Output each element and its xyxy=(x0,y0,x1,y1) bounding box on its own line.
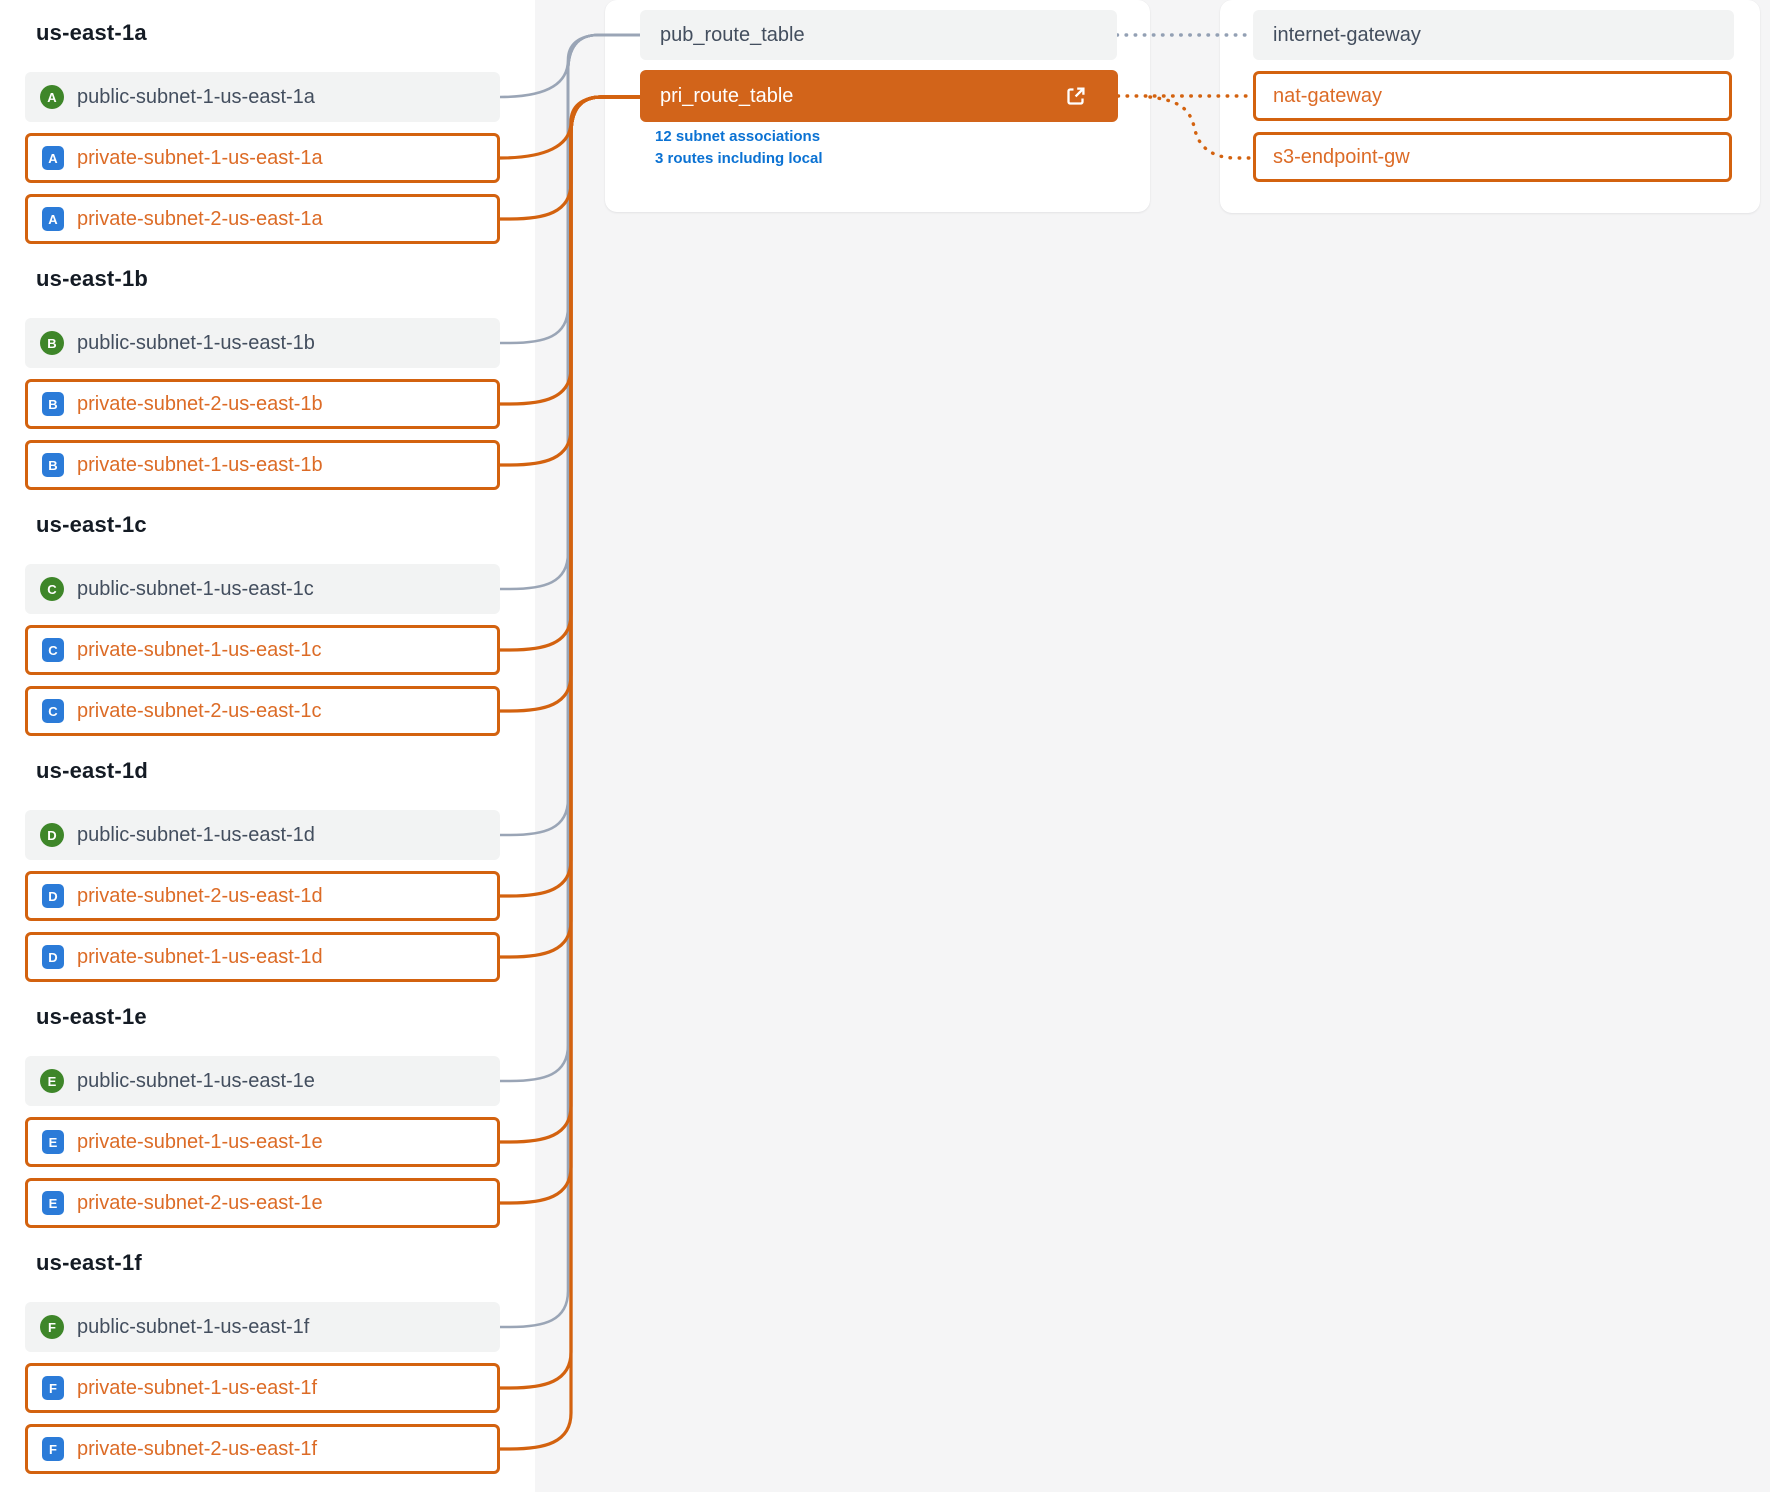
az-c-badge-icon: C xyxy=(40,577,64,601)
route-table-label: pub_route_table xyxy=(660,23,805,46)
subnet-item-private[interactable]: B private-subnet-1-us-east-1b xyxy=(25,440,500,490)
subnet-item-private[interactable]: C private-subnet-2-us-east-1c xyxy=(25,686,500,736)
az-group-us-east-1f: us-east-1f F public-subnet-1-us-east-1f … xyxy=(25,1230,500,1476)
subnet-label: private-subnet-2-us-east-1a xyxy=(77,207,323,230)
az-heading: us-east-1e xyxy=(36,1004,147,1029)
gateway-item-internet[interactable]: internet-gateway xyxy=(1253,10,1734,60)
subnet-item-public[interactable]: B public-subnet-1-us-east-1b xyxy=(25,318,500,368)
wire-pri-to-s3-endpoint xyxy=(1148,95,1255,160)
subnet-item-private[interactable]: D private-subnet-1-us-east-1d xyxy=(25,932,500,982)
wire-public-subnet-to-pub-route-table xyxy=(499,33,641,99)
az-f-badge-icon: F xyxy=(42,1437,64,1461)
subnet-item-private[interactable]: B private-subnet-2-us-east-1b xyxy=(25,379,500,429)
subnet-item-private[interactable]: F private-subnet-1-us-east-1f xyxy=(25,1363,500,1413)
az-group-us-east-1b: us-east-1b B public-subnet-1-us-east-1b … xyxy=(25,246,500,492)
gateway-label: nat-gateway xyxy=(1273,84,1382,107)
subnet-label: public-subnet-1-us-east-1c xyxy=(77,577,314,600)
wire-public-subnet-to-pub-route-table xyxy=(500,33,641,1329)
az-d-badge-icon: D xyxy=(40,823,64,847)
az-b-badge-icon: B xyxy=(40,331,64,355)
subnet-item-private[interactable]: D private-subnet-2-us-east-1d xyxy=(25,871,500,921)
subnet-label: public-subnet-1-us-east-1f xyxy=(77,1315,310,1338)
az-heading: us-east-1a xyxy=(36,20,147,45)
subnet-label: private-subnet-2-us-east-1c xyxy=(77,699,322,722)
gateway-item-s3-endpoint[interactable]: s3-endpoint-gw xyxy=(1253,132,1732,182)
wire-private-subnet-to-pri-route-table xyxy=(500,95,641,1451)
az-heading: us-east-1c xyxy=(36,512,147,537)
az-b-badge-icon: B xyxy=(42,392,64,416)
gateway-label: internet-gateway xyxy=(1273,23,1421,46)
subnet-label: private-subnet-2-us-east-1e xyxy=(77,1191,323,1214)
subnet-label: public-subnet-1-us-east-1e xyxy=(77,1069,315,1092)
gateway-label: s3-endpoint-gw xyxy=(1273,145,1410,168)
subnet-label: public-subnet-1-us-east-1b xyxy=(77,331,315,354)
az-group-us-east-1c: us-east-1c C public-subnet-1-us-east-1c … xyxy=(25,492,500,738)
az-c-badge-icon: C xyxy=(42,699,64,723)
resource-map-background xyxy=(535,0,1770,1492)
az-a-badge-icon: A xyxy=(42,207,64,231)
subnet-label: private-subnet-1-us-east-1b xyxy=(77,453,323,476)
subnet-item-public[interactable]: D public-subnet-1-us-east-1d xyxy=(25,810,500,860)
az-d-badge-icon: D xyxy=(42,945,64,969)
subnet-label: private-subnet-2-us-east-1d xyxy=(77,884,323,907)
gateway-item-nat[interactable]: nat-gateway xyxy=(1253,71,1732,121)
az-b-badge-icon: B xyxy=(42,453,64,477)
az-heading: us-east-1b xyxy=(36,266,149,291)
route-table-label: pri_route_table xyxy=(660,84,794,107)
subnet-label: private-subnet-1-us-east-1e xyxy=(77,1130,323,1153)
az-f-badge-icon: F xyxy=(40,1315,64,1339)
az-f-badge-icon: F xyxy=(42,1376,64,1400)
az-group-us-east-1a: us-east-1a A public-subnet-1-us-east-1a … xyxy=(25,0,500,246)
subnet-label: private-subnet-2-us-east-1b xyxy=(77,392,323,415)
external-link-icon[interactable] xyxy=(1064,84,1088,108)
az-d-badge-icon: D xyxy=(42,884,64,908)
az-group-us-east-1d: us-east-1d D public-subnet-1-us-east-1d … xyxy=(25,738,500,984)
az-group-us-east-1e: us-east-1e E public-subnet-1-us-east-1e … xyxy=(25,984,500,1230)
subnet-item-public[interactable]: F public-subnet-1-us-east-1f xyxy=(25,1302,500,1352)
subnet-item-private[interactable]: E private-subnet-1-us-east-1e xyxy=(25,1117,500,1167)
subnet-item-private[interactable]: A private-subnet-1-us-east-1a xyxy=(25,133,500,183)
route-table-item-pub[interactable]: pub_route_table xyxy=(640,10,1117,60)
subnet-label: private-subnet-1-us-east-1f xyxy=(77,1376,318,1399)
subnet-associations-link[interactable]: 12 subnet associations xyxy=(655,128,821,145)
az-a-badge-icon: A xyxy=(42,146,64,170)
az-c-badge-icon: C xyxy=(42,638,64,662)
subnet-label: public-subnet-1-us-east-1a xyxy=(77,85,315,108)
subnet-item-private[interactable]: A private-subnet-2-us-east-1a xyxy=(25,194,500,244)
subnet-item-private[interactable]: E private-subnet-2-us-east-1e xyxy=(25,1178,500,1228)
az-e-badge-icon: E xyxy=(42,1191,64,1215)
route-table-item-pri-selected[interactable]: pri_route_table xyxy=(640,70,1118,122)
az-e-badge-icon: E xyxy=(42,1130,64,1154)
subnet-item-public[interactable]: E public-subnet-1-us-east-1e xyxy=(25,1056,500,1106)
subnet-item-public[interactable]: A public-subnet-1-us-east-1a xyxy=(25,72,500,122)
subnet-label: public-subnet-1-us-east-1d xyxy=(77,823,315,846)
subnet-label: private-subnet-2-us-east-1f xyxy=(77,1437,318,1460)
subnet-label: private-subnet-1-us-east-1a xyxy=(77,146,323,169)
subnet-item-private[interactable]: C private-subnet-1-us-east-1c xyxy=(25,625,500,675)
subnet-item-public[interactable]: C public-subnet-1-us-east-1c xyxy=(25,564,500,614)
route-table-details: 12 subnet associations 3 routes includin… xyxy=(655,126,823,170)
routes-link[interactable]: 3 routes including local xyxy=(655,150,823,167)
az-a-badge-icon: A xyxy=(40,85,64,109)
az-heading: us-east-1f xyxy=(36,1250,142,1275)
subnet-item-private[interactable]: F private-subnet-2-us-east-1f xyxy=(25,1424,500,1474)
subnet-label: private-subnet-1-us-east-1d xyxy=(77,945,323,968)
az-e-badge-icon: E xyxy=(40,1069,64,1093)
az-heading: us-east-1d xyxy=(36,758,149,783)
subnet-label: private-subnet-1-us-east-1c xyxy=(77,638,322,661)
